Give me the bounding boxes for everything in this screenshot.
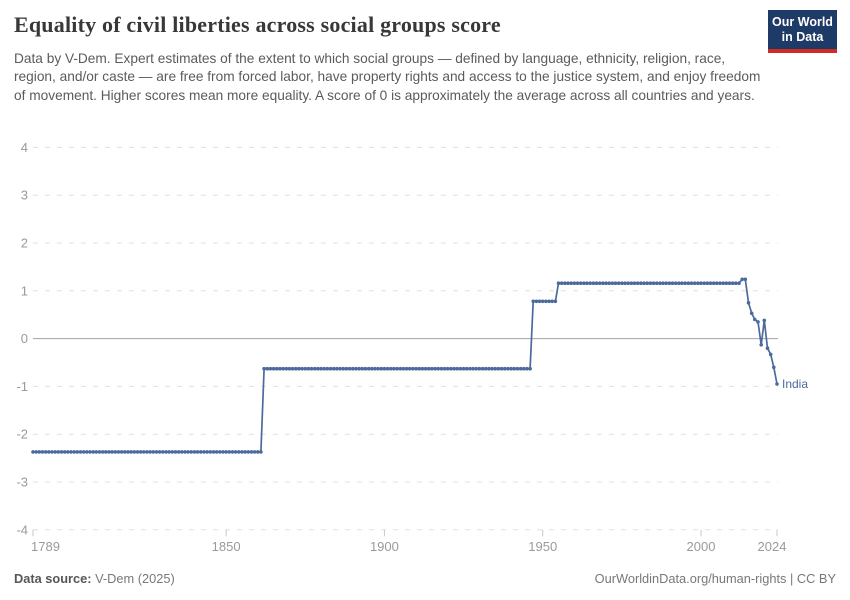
data-source: Data source: V-Dem (2025)	[14, 571, 175, 586]
svg-text:-2: -2	[16, 427, 28, 442]
x-axis-tick-labels: 1789 1850 1900 1950 2000 2024	[31, 529, 787, 554]
series-label-india[interactable]: India	[782, 377, 808, 391]
y-axis-tick-labels: 4 3 2 1 0 -1 -2 -3 -4	[16, 140, 28, 537]
svg-text:1850: 1850	[212, 539, 241, 554]
svg-text:3: 3	[21, 188, 28, 203]
series-india	[31, 277, 779, 454]
svg-text:-3: -3	[16, 475, 28, 490]
svg-text:1950: 1950	[528, 539, 557, 554]
data-source-value: V-Dem (2025)	[91, 571, 175, 586]
owid-logo-line1: Our World	[772, 15, 833, 29]
svg-text:1900: 1900	[370, 539, 399, 554]
chart-title: Equality of civil liberties across socia…	[14, 12, 501, 37]
svg-text:-1: -1	[16, 379, 28, 394]
gridlines	[33, 146, 778, 531]
owid-logo[interactable]: Our World in Data	[768, 10, 837, 53]
chart-subtitle: Data by V-Dem. Expert estimates of the e…	[14, 51, 761, 103]
svg-text:2000: 2000	[687, 539, 716, 554]
svg-text:4: 4	[21, 140, 28, 155]
owid-logo-line2: in Data	[781, 30, 824, 44]
svg-text:1: 1	[21, 283, 28, 298]
svg-text:1789: 1789	[31, 539, 60, 554]
svg-text:-4: -4	[16, 522, 28, 537]
data-source-label: Data source:	[14, 571, 92, 586]
svg-text:2: 2	[21, 236, 28, 251]
credit-link[interactable]: OurWorldinData.org/human-rights | CC BY	[594, 571, 836, 586]
svg-text:2024: 2024	[758, 539, 787, 554]
svg-text:0: 0	[21, 331, 28, 346]
